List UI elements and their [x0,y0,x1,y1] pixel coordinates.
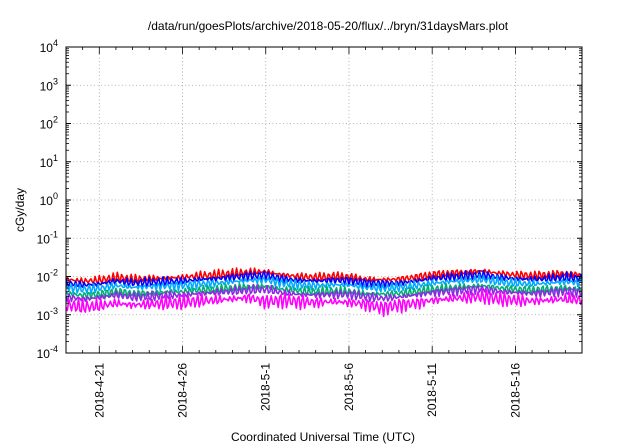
y-tick-label: 102 [40,115,58,132]
series-line [65,288,583,318]
y-tick-label: 103 [40,76,58,93]
series-group [65,267,583,318]
x-tick-label: 2018-5-1 [259,363,273,411]
x-tick-label: 2018-4-26 [176,363,190,418]
y-tick-label: 101 [40,153,58,170]
y-tick-label: 10-2 [37,268,58,285]
y-tick-label: 104 [40,38,58,55]
y-tick-label: 100 [40,191,58,208]
x-tick-label: 2018-4-21 [92,363,106,418]
grid [66,47,582,353]
x-axis-label: Coordinated Universal Time (UTC) [231,430,415,444]
y-tick-label: 10-4 [37,344,58,361]
x-tick-labels: 2018-4-21 2018-4-26 2018-5-1 2018-5-6 2018-5… [92,363,522,418]
x-tick-label: 2018-5-6 [342,363,356,411]
x-tick-label: 2018-5-16 [508,363,522,418]
y-tick-labels: 10-4 10-3 10-2 10-1 100 101 102 103 104 [37,38,58,361]
y-tick-label: 10-1 [37,229,58,246]
y-axis-label: cGy/day [13,188,27,232]
series-line [65,273,583,295]
y-tick-label: 10-3 [37,306,58,323]
chart-title: /data/run/goesPlots/archive/2018-05-20/f… [148,19,509,33]
series-line [65,269,583,290]
x-tick-label: 2018-5-11 [425,363,439,417]
series-line [65,283,583,303]
axis-ticks [65,46,583,354]
